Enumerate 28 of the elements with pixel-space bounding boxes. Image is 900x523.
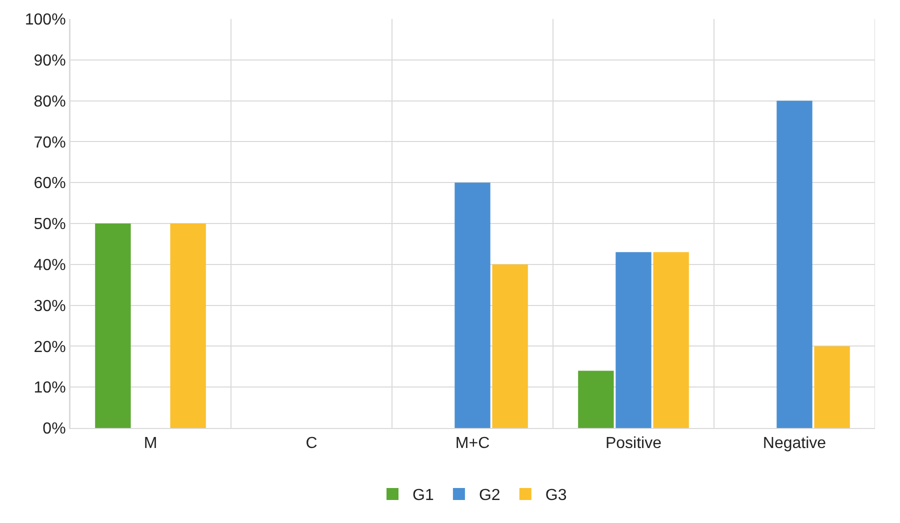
y-tick-label: 50% (34, 216, 66, 234)
y-tick-label: 0% (42, 420, 66, 438)
bar (814, 346, 850, 428)
x-tick-label: C (306, 435, 318, 452)
x-tick-label: Negative (762, 435, 826, 452)
x-tick-label: M+C (455, 435, 490, 452)
y-tick-label: 30% (34, 298, 66, 315)
y-tick-label: 40% (34, 257, 66, 274)
y-tick-label: 100% (24, 12, 66, 29)
bar (492, 264, 528, 428)
bar (616, 252, 652, 428)
legend-label: G3 (545, 487, 567, 504)
bar (578, 370, 614, 428)
y-tick-label: 20% (34, 338, 66, 356)
x-tick-label: Positive (605, 435, 662, 452)
y-tick-label: 60% (34, 175, 66, 192)
legend-label: G2 (478, 487, 500, 504)
y-tick-label: 70% (34, 134, 66, 152)
bar (170, 224, 206, 428)
bar (454, 182, 490, 428)
bar (776, 100, 812, 428)
legend-label: G1 (412, 487, 434, 504)
bar (653, 252, 689, 428)
bar (95, 224, 131, 428)
y-tick-label: 90% (34, 52, 66, 70)
y-tick-label: 10% (34, 380, 66, 397)
y-tick-label: 80% (34, 93, 66, 110)
x-tick-label: M (144, 435, 158, 452)
